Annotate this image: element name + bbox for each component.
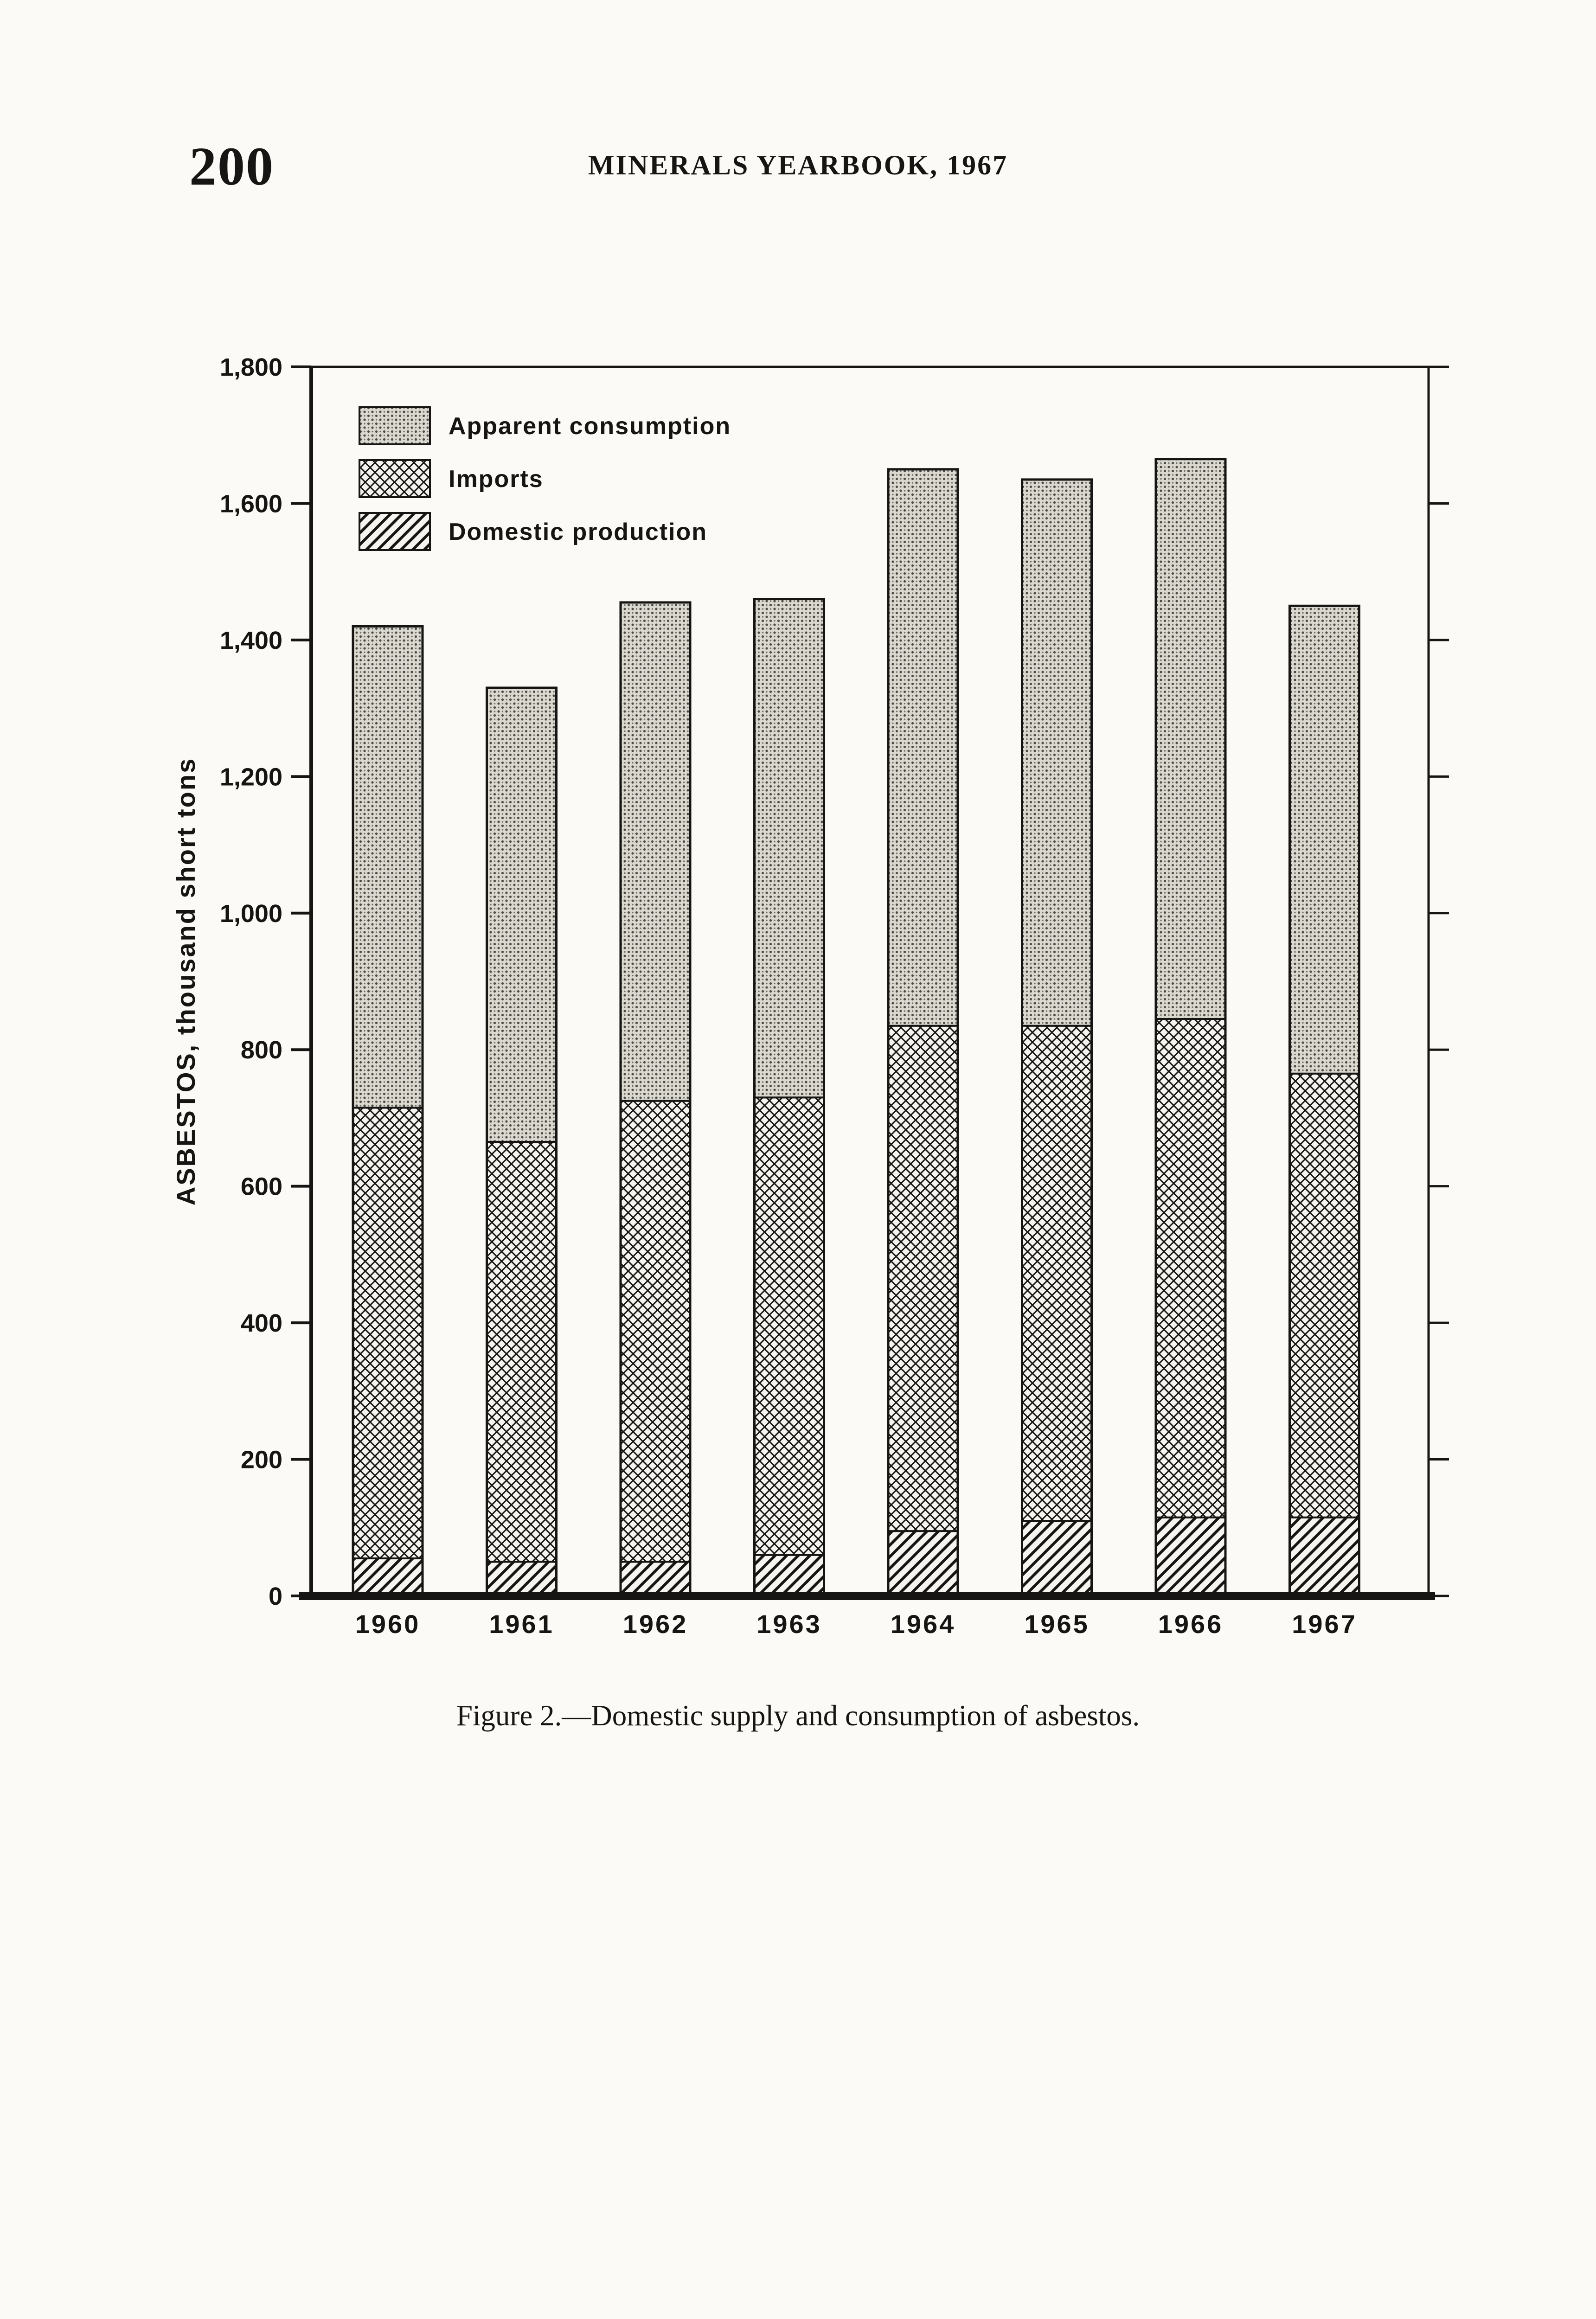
bar-segment-apparent-consumption-1965	[1021, 478, 1093, 1027]
legend-swatch-domestic-production	[359, 512, 431, 551]
axes: 0 200 400 600 800 1,000 1,200 1,400 1,600 1,800	[220, 353, 1449, 1610]
bar-segment-imports-1963	[753, 1096, 825, 1556]
bar-segment-imports-1962	[620, 1100, 691, 1563]
bar-segment-apparent-consumption-1962	[620, 601, 691, 1102]
y-tick-label: 1,800	[220, 353, 282, 381]
bar-segment-domestic-production-1965	[1021, 1520, 1093, 1597]
bar-segment-domestic-production-1960	[352, 1557, 423, 1597]
y-tick-label: 1,000	[220, 900, 282, 928]
figure-caption: Figure 2.—Domestic supply and consumptio…	[456, 1699, 1140, 1732]
y-tick-label: 1,600	[220, 490, 282, 518]
x-tick-label: 1961	[489, 1609, 554, 1639]
legend-label-apparent-consumption: Apparent consumption	[449, 413, 731, 440]
y-tick-label: 1,400	[220, 627, 282, 654]
x-axis-labels: 1960 1961 1962 1963 1964 1965 1966 1967	[355, 1609, 1357, 1639]
y-tick-label: 400	[241, 1309, 282, 1337]
bar-segment-imports-1965	[1021, 1025, 1093, 1522]
bar-segment-apparent-consumption-1960	[352, 625, 423, 1109]
y-axis-title: ASBESTOS, thousand short tons	[171, 757, 200, 1205]
plot-frame	[299, 365, 1435, 1600]
bar-segment-domestic-production-1962	[620, 1561, 691, 1597]
bar-segment-domestic-production-1966	[1155, 1516, 1226, 1597]
bar-segment-domestic-production-1963	[753, 1554, 825, 1597]
bar-segment-apparent-consumption-1964	[887, 468, 959, 1027]
x-tick-label: 1963	[756, 1609, 822, 1639]
bar-segment-domestic-production-1964	[887, 1530, 959, 1597]
x-tick-label: 1965	[1024, 1609, 1090, 1639]
bar-segment-domestic-production-1961	[486, 1561, 558, 1597]
bar-segment-imports-1966	[1155, 1018, 1226, 1518]
bar-segment-apparent-consumption-1966	[1155, 458, 1226, 1020]
y-tick-label: 200	[241, 1446, 282, 1474]
bar-segment-domestic-production-1967	[1288, 1516, 1360, 1597]
bar-segment-apparent-consumption-1963	[753, 598, 825, 1099]
running-title: MINERALS YEARBOOK, 1967	[588, 150, 1008, 180]
y-tick-label: 1,200	[220, 763, 282, 791]
x-tick-label: 1967	[1292, 1609, 1357, 1639]
legend-label-imports: Imports	[449, 466, 544, 493]
bars	[352, 458, 1360, 1597]
bar-segment-imports-1960	[352, 1107, 423, 1560]
legend-swatch-apparent-consumption	[359, 406, 431, 445]
legend: Apparent consumption Imports Domestic prod…	[359, 406, 731, 551]
bar-segment-apparent-consumption-1961	[486, 686, 558, 1143]
x-tick-label: 1966	[1158, 1609, 1224, 1639]
y-tick-label: 600	[241, 1173, 282, 1201]
legend-label-domestic-production: Domestic production	[449, 519, 707, 545]
x-tick-label: 1960	[355, 1609, 421, 1639]
bar-segment-imports-1967	[1288, 1072, 1360, 1518]
legend-swatch-imports	[359, 459, 431, 498]
y-tick-label: 0	[269, 1582, 282, 1610]
page-number: 200	[189, 136, 274, 197]
bar-segment-imports-1961	[486, 1140, 558, 1563]
bar-segment-apparent-consumption-1967	[1288, 605, 1360, 1075]
y-tick-label: 800	[241, 1036, 282, 1064]
x-tick-label: 1964	[891, 1609, 956, 1639]
x-tick-label: 1962	[623, 1609, 688, 1639]
bar-segment-imports-1964	[887, 1025, 959, 1532]
